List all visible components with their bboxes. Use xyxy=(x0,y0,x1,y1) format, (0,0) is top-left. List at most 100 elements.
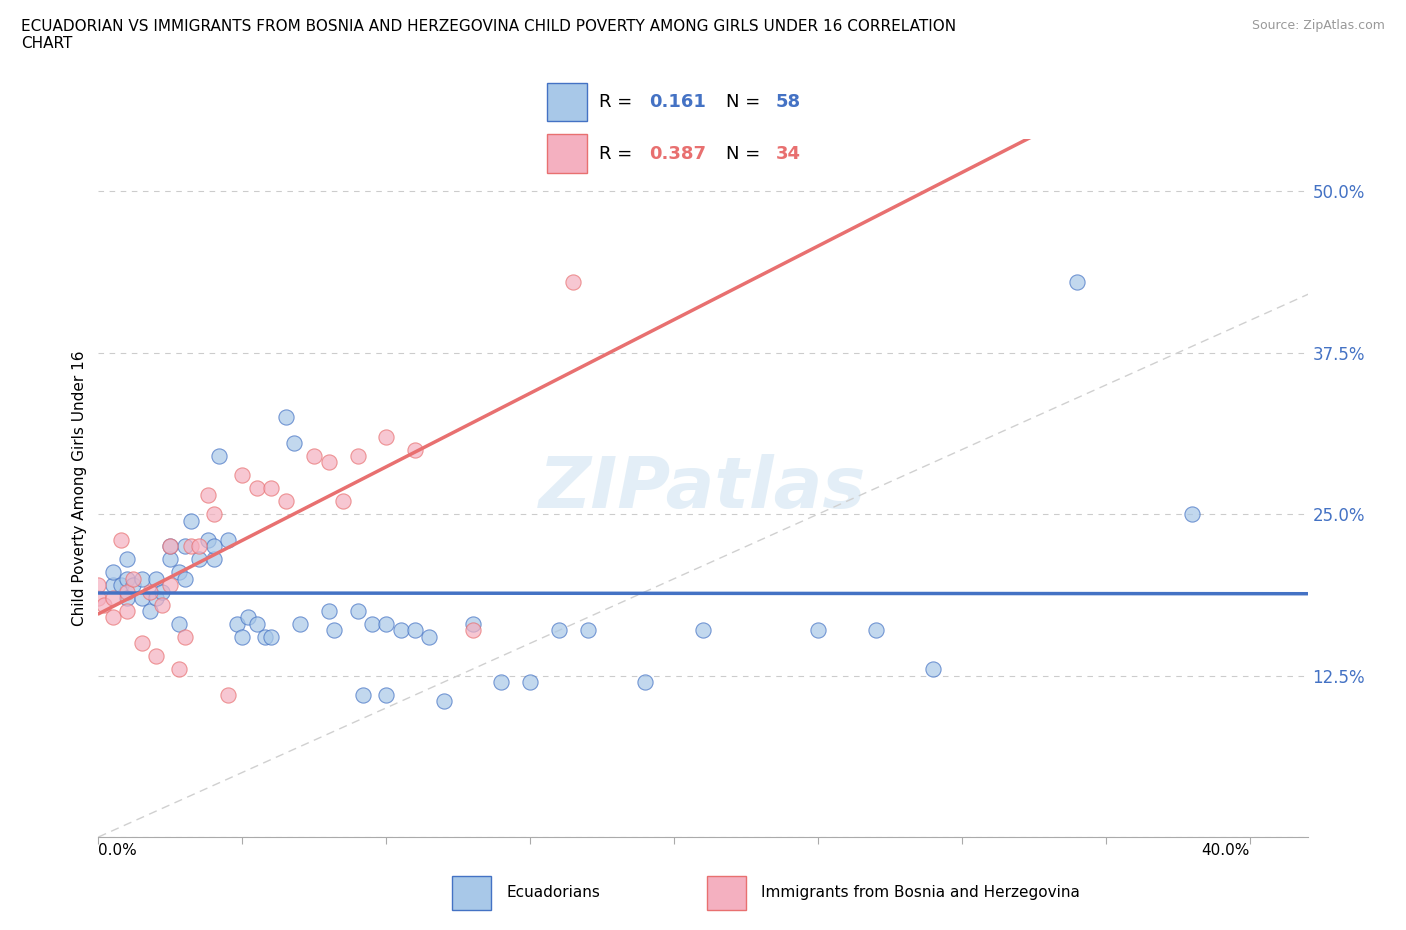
Point xyxy=(375,687,398,702)
Point xyxy=(922,661,945,676)
Point xyxy=(101,578,124,592)
Point xyxy=(318,455,340,470)
Point xyxy=(274,494,297,509)
FancyBboxPatch shape xyxy=(547,83,586,122)
Point xyxy=(231,468,253,483)
Point xyxy=(87,591,110,605)
Point xyxy=(332,494,354,509)
Point xyxy=(180,539,202,554)
Text: Ecuadorians: Ecuadorians xyxy=(506,885,600,900)
Point xyxy=(167,617,190,631)
Point xyxy=(131,571,153,586)
Point xyxy=(167,565,190,579)
Text: 58: 58 xyxy=(776,93,800,112)
Point xyxy=(461,617,484,631)
Point xyxy=(375,617,398,631)
Point xyxy=(202,539,225,554)
Point xyxy=(131,636,153,651)
Point xyxy=(101,565,124,579)
Point xyxy=(225,617,247,631)
Point xyxy=(361,617,384,631)
Point xyxy=(260,481,283,496)
Point xyxy=(323,623,346,638)
Point xyxy=(246,481,269,496)
Point xyxy=(283,435,305,450)
Point xyxy=(145,591,167,605)
FancyBboxPatch shape xyxy=(707,876,747,910)
Point xyxy=(246,617,269,631)
Point xyxy=(87,578,110,592)
Point xyxy=(93,597,115,612)
Point xyxy=(404,623,426,638)
Point xyxy=(254,630,277,644)
Text: 34: 34 xyxy=(776,144,800,163)
Point xyxy=(865,623,887,638)
Point xyxy=(101,591,124,605)
Point xyxy=(122,578,145,592)
Y-axis label: Child Poverty Among Girls Under 16: Child Poverty Among Girls Under 16 xyxy=(72,351,87,626)
Point xyxy=(150,597,173,612)
Point xyxy=(352,687,374,702)
Point xyxy=(519,674,541,689)
Point xyxy=(173,539,195,554)
Point xyxy=(404,442,426,457)
Point xyxy=(231,630,253,644)
Point xyxy=(150,584,173,599)
Text: ECUADORIAN VS IMMIGRANTS FROM BOSNIA AND HERZEGOVINA CHILD POVERTY AMONG GIRLS U: ECUADORIAN VS IMMIGRANTS FROM BOSNIA AND… xyxy=(21,19,956,51)
Text: 0.161: 0.161 xyxy=(648,93,706,112)
Point xyxy=(131,591,153,605)
Point xyxy=(202,551,225,566)
Point xyxy=(1181,507,1204,522)
Text: N =: N = xyxy=(725,93,766,112)
Point xyxy=(115,584,138,599)
Point xyxy=(692,623,714,638)
Text: ZIPatlas: ZIPatlas xyxy=(540,454,866,523)
Text: N =: N = xyxy=(725,144,766,163)
Point xyxy=(433,694,456,709)
Point xyxy=(173,571,195,586)
Point xyxy=(167,661,190,676)
Point xyxy=(139,604,162,618)
Text: R =: R = xyxy=(599,144,638,163)
Text: Source: ZipAtlas.com: Source: ZipAtlas.com xyxy=(1251,19,1385,32)
Point xyxy=(110,578,132,592)
Point xyxy=(461,623,484,638)
Text: Immigrants from Bosnia and Herzegovina: Immigrants from Bosnia and Herzegovina xyxy=(762,885,1080,900)
Text: 0.0%: 0.0% xyxy=(98,843,138,857)
Point xyxy=(115,604,138,618)
Point xyxy=(576,623,599,638)
Text: R =: R = xyxy=(599,93,638,112)
Point xyxy=(318,604,340,618)
FancyBboxPatch shape xyxy=(453,876,491,910)
Point xyxy=(115,591,138,605)
Text: 0.387: 0.387 xyxy=(648,144,706,163)
Point xyxy=(288,617,311,631)
Point xyxy=(159,539,181,554)
Point xyxy=(346,604,368,618)
Point xyxy=(208,448,231,463)
Point xyxy=(159,578,181,592)
Point xyxy=(145,649,167,664)
Point xyxy=(375,429,398,444)
Point xyxy=(1066,274,1088,289)
Point xyxy=(197,487,219,502)
FancyBboxPatch shape xyxy=(547,134,586,173)
Point xyxy=(491,674,513,689)
Point xyxy=(197,533,219,548)
Point xyxy=(236,610,259,625)
Point xyxy=(159,551,181,566)
Point xyxy=(101,610,124,625)
Point xyxy=(115,551,138,566)
Point xyxy=(180,513,202,528)
Point xyxy=(217,687,239,702)
Point xyxy=(139,584,162,599)
Text: 40.0%: 40.0% xyxy=(1202,843,1250,857)
Point xyxy=(145,571,167,586)
Point xyxy=(634,674,657,689)
Point xyxy=(304,448,326,463)
Point xyxy=(389,623,412,638)
Point xyxy=(159,539,181,554)
Point xyxy=(110,533,132,548)
Point xyxy=(807,623,830,638)
Point xyxy=(202,507,225,522)
